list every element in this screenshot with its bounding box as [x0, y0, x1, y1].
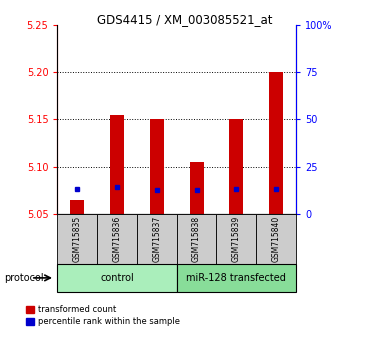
Bar [177, 264, 296, 292]
Text: GSM715837: GSM715837 [152, 216, 161, 262]
Text: GSM715840: GSM715840 [272, 216, 280, 262]
Bar [216, 214, 256, 264]
Bar [137, 214, 177, 264]
Text: GSM715836: GSM715836 [112, 216, 121, 262]
Text: protocol: protocol [4, 273, 43, 283]
Text: GSM715839: GSM715839 [232, 216, 241, 262]
Legend: transformed count, percentile rank within the sample: transformed count, percentile rank withi… [26, 305, 180, 326]
Bar [57, 214, 97, 264]
Text: miR-128 transfected: miR-128 transfected [186, 273, 286, 283]
Bar [57, 264, 177, 292]
Bar [269, 72, 283, 214]
Text: GSM715838: GSM715838 [192, 216, 201, 262]
Bar [97, 214, 137, 264]
Bar [177, 214, 216, 264]
Bar [229, 119, 243, 214]
Bar [150, 119, 164, 214]
Bar [256, 214, 296, 264]
Bar [110, 115, 124, 214]
Bar [189, 162, 204, 214]
Text: GDS4415 / XM_003085521_at: GDS4415 / XM_003085521_at [97, 13, 273, 27]
Bar [70, 200, 84, 214]
Text: GSM715835: GSM715835 [73, 216, 82, 262]
Text: control: control [100, 273, 134, 283]
